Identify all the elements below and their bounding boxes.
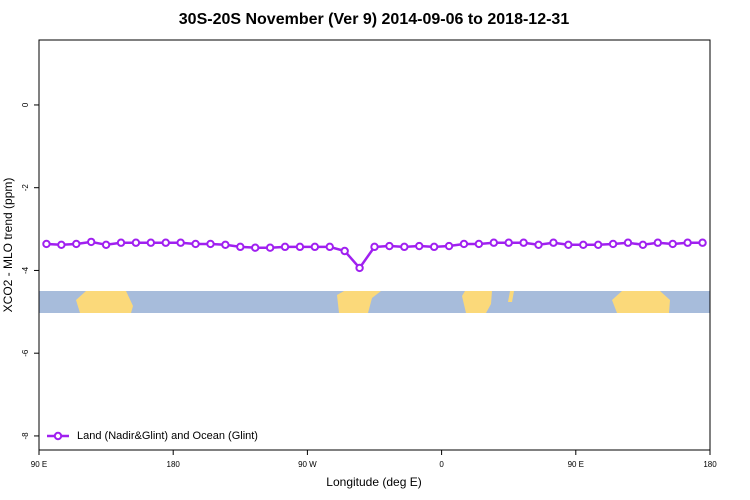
point — [608, 239, 618, 249]
point — [116, 238, 126, 247]
point — [698, 238, 707, 247]
point — [415, 241, 424, 251]
point — [251, 243, 260, 252]
point — [101, 240, 111, 249]
x-tick-label: 0 — [439, 460, 444, 469]
chart-title: 30S-20S November (Ver 9) 2014-09-06 to 2… — [179, 11, 570, 28]
map-strip — [39, 291, 710, 313]
point — [340, 246, 349, 256]
point — [206, 239, 215, 249]
point — [161, 238, 170, 247]
y-tick-label: 0 — [21, 102, 30, 107]
x-tick-label: 90 E — [31, 460, 47, 469]
point — [519, 238, 528, 247]
point — [176, 238, 185, 247]
point — [623, 238, 633, 247]
point — [579, 240, 588, 249]
x-tick-label: 180 — [167, 460, 181, 469]
point — [42, 239, 51, 249]
point — [86, 237, 96, 247]
y-axis-label: XCO2 - MLO trend (ppm) — [1, 178, 15, 313]
legend-marker — [53, 431, 63, 441]
x-tick-label: 90 W — [298, 460, 317, 469]
y-tick-label: -4 — [21, 266, 30, 274]
plot-frame — [38, 39, 711, 451]
point — [310, 242, 320, 252]
point — [504, 238, 513, 247]
x-tick-label: 90 E — [568, 460, 584, 469]
y-tick-label: -2 — [21, 184, 30, 192]
point — [429, 242, 439, 252]
point — [683, 238, 692, 247]
point — [370, 242, 379, 252]
point — [534, 240, 543, 249]
point — [221, 240, 230, 249]
point — [385, 241, 394, 251]
point — [459, 239, 469, 249]
point — [400, 242, 409, 252]
point — [131, 238, 141, 247]
point — [355, 263, 364, 273]
point — [668, 239, 677, 249]
point — [564, 240, 573, 249]
point — [57, 240, 66, 249]
x-axis-label: Longitude (deg E) — [326, 475, 421, 489]
point — [444, 241, 454, 251]
point — [265, 243, 275, 252]
point — [474, 239, 484, 249]
point — [549, 238, 558, 247]
point — [325, 242, 334, 252]
point — [295, 242, 305, 252]
point — [280, 242, 290, 252]
point — [191, 239, 200, 249]
point — [653, 238, 663, 247]
legend-label: Land (Nadir&Glint) and Ocean (Glint) — [77, 430, 258, 442]
point — [638, 240, 648, 249]
point — [489, 238, 498, 247]
x-tick-label: 180 — [703, 460, 717, 469]
point — [72, 239, 81, 249]
y-tick-label: -6 — [21, 349, 30, 357]
point — [236, 242, 245, 252]
point — [146, 238, 156, 247]
point — [593, 240, 603, 249]
y-tick-label: -8 — [21, 432, 30, 440]
